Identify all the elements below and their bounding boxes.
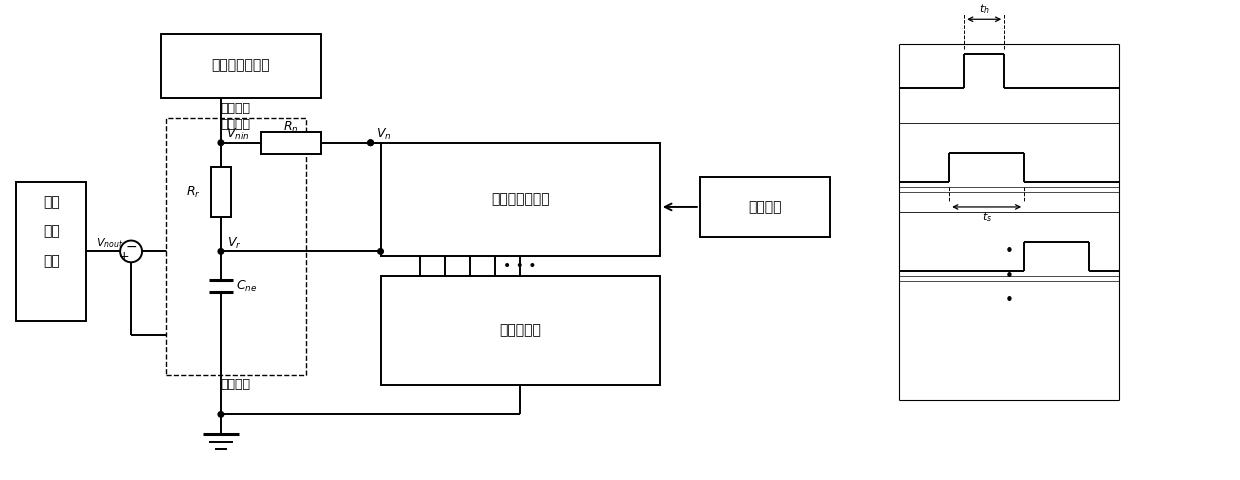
Text: •: • bbox=[1004, 244, 1013, 259]
Text: •: • bbox=[1004, 269, 1013, 284]
Text: $C_{ne}$: $C_{ne}$ bbox=[236, 278, 257, 294]
Text: 多通道选通开关: 多通道选通开关 bbox=[491, 192, 549, 206]
Text: 多喷孔喷头: 多喷孔喷头 bbox=[500, 324, 541, 337]
Text: 驱动信号发生器: 驱动信号发生器 bbox=[212, 59, 270, 72]
Text: 选通信号: 选通信号 bbox=[748, 200, 781, 214]
Bar bbox=[211, 168, 231, 217]
Text: $V_r$: $V_r$ bbox=[227, 236, 242, 251]
Circle shape bbox=[368, 140, 373, 145]
Text: 压电信号: 压电信号 bbox=[221, 102, 250, 115]
Circle shape bbox=[218, 412, 223, 417]
Text: 等效电路: 等效电路 bbox=[221, 378, 250, 391]
Text: 采集: 采集 bbox=[43, 225, 60, 239]
Circle shape bbox=[368, 140, 373, 145]
Text: • • •: • • • bbox=[503, 259, 537, 273]
Bar bbox=[16, 182, 87, 321]
Text: $R_n$: $R_n$ bbox=[283, 120, 299, 135]
Text: $R_r$: $R_r$ bbox=[186, 185, 201, 200]
Text: 采集电路: 采集电路 bbox=[221, 119, 250, 132]
Bar bbox=[381, 143, 660, 256]
Text: +: + bbox=[119, 250, 129, 263]
Bar bbox=[260, 132, 321, 154]
Text: $t_h$: $t_h$ bbox=[978, 2, 990, 16]
Bar bbox=[699, 177, 830, 237]
Circle shape bbox=[378, 249, 383, 254]
Text: −: − bbox=[125, 240, 136, 253]
Text: $V_n$: $V_n$ bbox=[376, 127, 391, 143]
Circle shape bbox=[218, 140, 223, 145]
Text: 数据: 数据 bbox=[43, 195, 60, 209]
Bar bbox=[381, 276, 660, 385]
Text: $t_s$: $t_s$ bbox=[982, 210, 992, 224]
Circle shape bbox=[218, 249, 223, 254]
Text: $V_{nin}$: $V_{nin}$ bbox=[226, 127, 249, 143]
Bar bbox=[161, 34, 321, 98]
Bar bbox=[166, 118, 306, 375]
Text: 系统: 系统 bbox=[43, 254, 60, 268]
Text: •: • bbox=[1004, 293, 1013, 308]
Text: $V_{nout}$: $V_{nout}$ bbox=[97, 237, 124, 251]
